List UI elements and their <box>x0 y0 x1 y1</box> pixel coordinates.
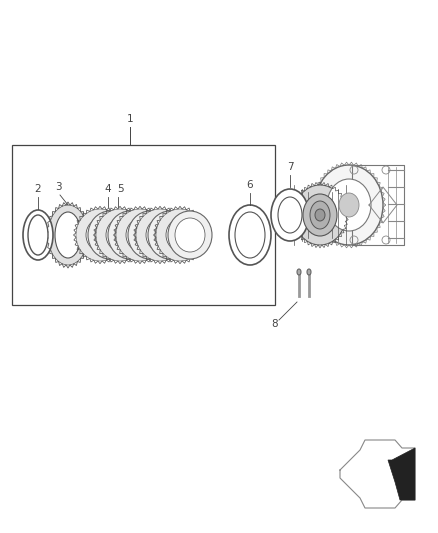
Ellipse shape <box>166 219 194 251</box>
Ellipse shape <box>271 189 309 241</box>
Ellipse shape <box>128 211 172 259</box>
Ellipse shape <box>327 179 371 231</box>
Text: 5: 5 <box>117 184 124 194</box>
Ellipse shape <box>303 194 337 236</box>
Ellipse shape <box>148 211 192 259</box>
Ellipse shape <box>175 218 205 252</box>
Ellipse shape <box>307 269 311 275</box>
Ellipse shape <box>126 219 154 251</box>
Text: 1: 1 <box>127 114 133 124</box>
Ellipse shape <box>96 209 144 261</box>
Ellipse shape <box>315 209 325 221</box>
Ellipse shape <box>55 212 81 258</box>
Ellipse shape <box>95 218 125 252</box>
Ellipse shape <box>294 185 346 245</box>
Ellipse shape <box>339 193 359 217</box>
Ellipse shape <box>235 212 265 258</box>
Ellipse shape <box>229 205 271 265</box>
Ellipse shape <box>146 219 174 251</box>
Text: 4: 4 <box>105 184 111 194</box>
Ellipse shape <box>88 211 132 259</box>
Text: 2: 2 <box>35 184 41 194</box>
Ellipse shape <box>136 209 184 261</box>
Ellipse shape <box>76 209 124 261</box>
Ellipse shape <box>115 218 145 252</box>
Ellipse shape <box>108 211 152 259</box>
Text: 8: 8 <box>272 319 278 329</box>
Ellipse shape <box>135 218 165 252</box>
Ellipse shape <box>168 211 212 259</box>
Ellipse shape <box>156 209 204 261</box>
Bar <box>12 145 275 305</box>
Ellipse shape <box>315 165 383 245</box>
Ellipse shape <box>28 215 48 255</box>
Ellipse shape <box>155 218 185 252</box>
Ellipse shape <box>278 197 302 233</box>
Text: 7: 7 <box>287 162 293 172</box>
Polygon shape <box>388 448 415 500</box>
Text: 6: 6 <box>247 180 253 190</box>
Ellipse shape <box>310 201 330 229</box>
Ellipse shape <box>297 269 301 275</box>
Ellipse shape <box>116 209 164 261</box>
Ellipse shape <box>23 210 53 260</box>
Ellipse shape <box>48 205 88 265</box>
Ellipse shape <box>106 219 134 251</box>
Text: 3: 3 <box>55 182 61 192</box>
Ellipse shape <box>86 219 114 251</box>
